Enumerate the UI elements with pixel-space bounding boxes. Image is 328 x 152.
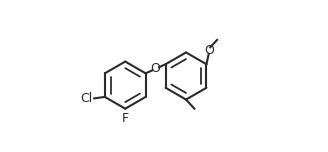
Text: Cl: Cl xyxy=(81,92,93,105)
Text: F: F xyxy=(122,112,129,125)
Text: O: O xyxy=(205,44,215,57)
Text: O: O xyxy=(151,62,161,75)
